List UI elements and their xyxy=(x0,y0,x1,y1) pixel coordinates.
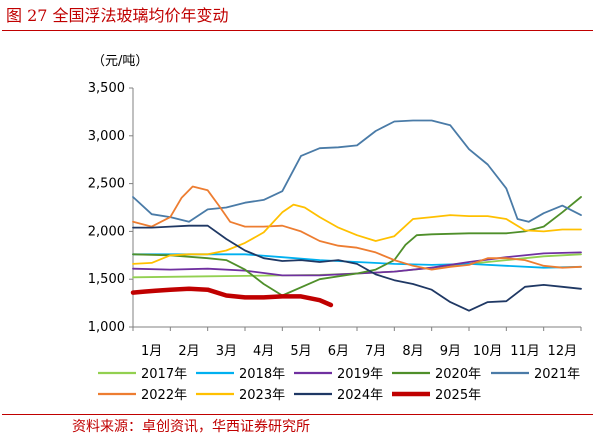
series-line-2020年 xyxy=(132,196,582,297)
series-line-2024年 xyxy=(132,224,582,312)
y-tick-label: 1,000 xyxy=(88,320,125,335)
legend-label: 2025年 xyxy=(435,388,481,403)
x-tick-label: 12月 xyxy=(548,344,578,359)
source-note: 资料来源：卓创资讯，华西证券研究所 xyxy=(72,419,310,435)
y-tick-label: 1,500 xyxy=(88,272,125,287)
x-tick-label: 11月 xyxy=(510,344,540,359)
legend-label: 2022年 xyxy=(141,388,187,403)
title-rule xyxy=(2,30,593,31)
series-line-2025年 xyxy=(130,286,334,308)
x-tick-label: 8月 xyxy=(402,344,423,359)
y-tick-labels: 1,000 1,500 2,000 2,500 3,000 3,500 xyxy=(88,81,133,335)
legend-label: 2017年 xyxy=(141,367,187,382)
x-tick-label: 3月 xyxy=(216,344,237,359)
series-line-2021年 xyxy=(132,119,582,223)
x-tick-label: 4月 xyxy=(253,344,274,359)
x-tick-labels: 1月 2月 3月 4月 5月 6月 7月 8月 9月 10月 11月 12月 xyxy=(132,327,582,359)
x-tick-label: 1月 xyxy=(141,344,162,359)
x-tick-label: 7月 xyxy=(365,344,386,359)
legend-label: 2024年 xyxy=(337,388,383,403)
legend-label: 2020年 xyxy=(435,367,481,382)
x-tick-label: 2月 xyxy=(178,344,199,359)
legend-label: 2019年 xyxy=(337,367,383,382)
y-tick-label: 3,000 xyxy=(88,129,125,144)
figure-title: 图 27 全国浮法玻璃均价年变动 xyxy=(6,6,229,25)
legend-label: 2021年 xyxy=(534,367,580,382)
source-rule xyxy=(2,414,593,415)
x-tick-label: 5月 xyxy=(290,344,311,359)
y-axis-unit: （元/吨） xyxy=(92,54,149,69)
legend-label: 2018年 xyxy=(239,367,285,382)
x-tick-label: 6月 xyxy=(328,344,349,359)
series-lines xyxy=(130,119,582,312)
y-tick-label: 2,000 xyxy=(88,224,125,239)
x-tick-label: 9月 xyxy=(440,344,461,359)
x-tick-label: 10月 xyxy=(473,344,503,359)
series-line-2022年 xyxy=(132,185,582,271)
legend-label: 2023年 xyxy=(239,388,285,403)
y-tick-label: 2,500 xyxy=(88,177,125,192)
y-tick-label: 3,500 xyxy=(88,81,125,96)
series-line-2023年 xyxy=(132,203,582,265)
legend: 2017年 2018年 2019年 2020年 2021年 2022年 2023年 2024年… xyxy=(98,367,580,403)
